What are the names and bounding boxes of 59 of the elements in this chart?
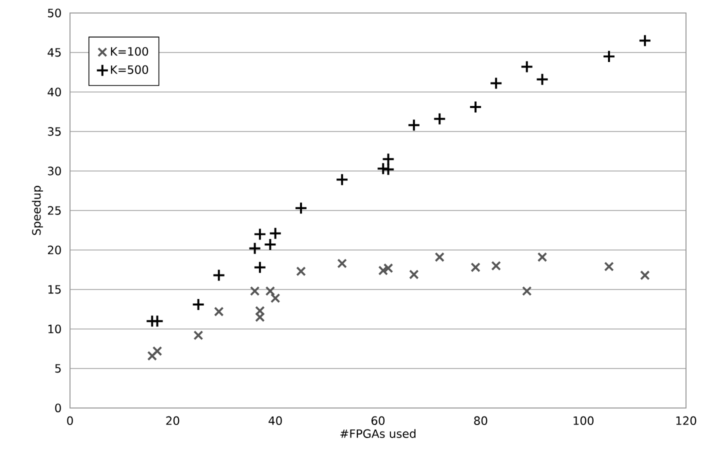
point [270,293,280,304]
point [433,112,446,126]
point [469,100,482,114]
point [470,262,480,272]
y-tick-label: 20 [48,246,61,254]
point [537,252,548,262]
y-tick-label: 5 [55,364,61,373]
point [382,152,395,166]
point [253,260,266,274]
point [536,72,549,86]
point [192,298,205,311]
point [638,34,652,48]
y-tick-label: 40 [48,88,61,96]
point [407,118,420,132]
point [193,330,204,340]
point [434,252,444,262]
y-axis-title: Speedup [32,186,43,235]
point [602,50,616,63]
point [248,242,262,255]
y-tick-label: 50 [48,8,61,18]
point [640,270,650,280]
point [250,286,260,296]
point [296,266,306,276]
x-tick-label: 20 [166,416,180,425]
point [337,258,347,268]
point [268,226,282,240]
y-tick-label: 15 [48,285,61,294]
point [255,306,265,316]
point [294,202,308,215]
point [147,350,158,361]
x-tick-label: 80 [474,416,488,425]
point [604,262,614,272]
y-tick-label: 0 [55,404,61,412]
point [336,173,349,186]
y-tick-label: 10 [48,324,61,334]
point [522,286,532,296]
point [264,238,277,251]
y-tick-label: 25 [48,206,61,215]
y-tick-label: 35 [48,127,61,136]
point [253,228,266,241]
x-tick-label: 40 [268,416,282,425]
y-tick-label: 45 [48,48,61,57]
point [214,306,224,316]
point [212,268,226,282]
point [409,270,419,280]
point [255,312,265,322]
legend-label: K=500 [111,65,148,74]
x-tick-label: 0 [67,416,73,425]
x-tick-label: 60 [372,416,385,425]
x-axis-title: #FPGAs used [340,429,416,438]
legend-label: K=100 [111,47,148,56]
point [491,260,501,271]
point [490,76,503,90]
point [520,60,534,74]
point [152,346,162,356]
x-tick-label: 120 [676,416,696,425]
point [265,286,276,296]
x-tick-label: 100 [574,416,594,425]
y-tick-label: 30 [48,166,61,176]
